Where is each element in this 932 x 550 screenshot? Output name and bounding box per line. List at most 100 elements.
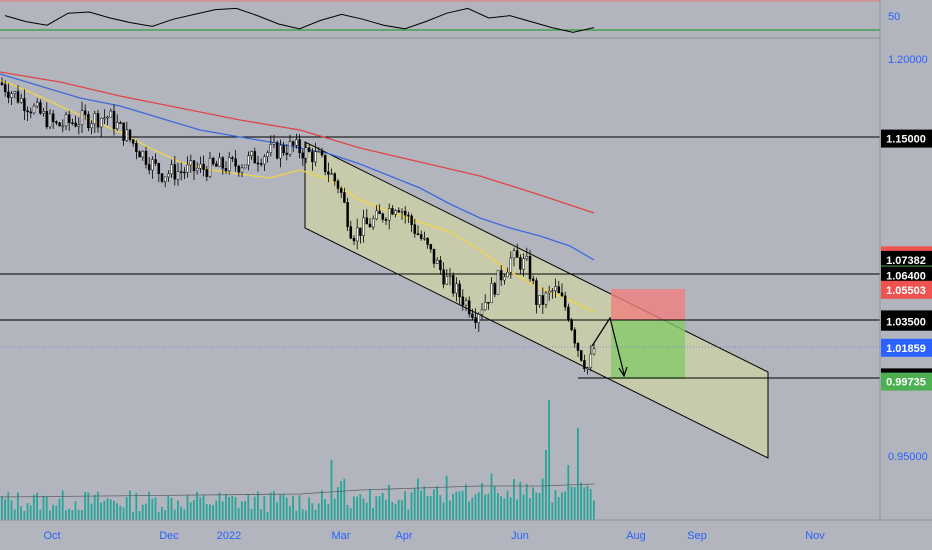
volume-bar — [509, 497, 512, 520]
candle-body — [179, 171, 183, 173]
candle-body — [151, 159, 154, 171]
volume-bar — [423, 486, 426, 520]
volume-bar — [1, 495, 3, 520]
volume-bar — [209, 504, 211, 520]
volume-bar — [554, 490, 557, 520]
volume-bar — [7, 492, 10, 520]
candle-body — [135, 143, 138, 152]
volume-bar — [573, 487, 576, 520]
volume-bar — [493, 485, 496, 520]
candle-body — [16, 91, 20, 103]
candle-body — [240, 167, 244, 173]
candle-body — [551, 290, 554, 293]
candle-body — [503, 276, 506, 281]
volume-bar — [301, 509, 304, 520]
candle-body — [362, 217, 365, 236]
volume-bar — [484, 494, 486, 520]
candle-body — [64, 114, 68, 127]
volume-bar — [538, 493, 541, 520]
volume-bar — [487, 493, 490, 520]
candle-body — [106, 116, 109, 119]
volume-bar — [247, 494, 250, 520]
candle-body — [186, 164, 189, 173]
projection-arrowhead — [618, 366, 628, 378]
candle-body — [333, 173, 337, 182]
candle-body — [435, 259, 439, 264]
candle-body — [3, 84, 7, 93]
volume-bar — [545, 450, 547, 520]
candle-body — [263, 156, 266, 165]
volume-bar — [378, 496, 381, 520]
candle-body — [579, 350, 583, 361]
candle-body — [400, 210, 404, 213]
volume-bar — [269, 492, 272, 520]
candle-body — [576, 342, 580, 351]
candle-body — [560, 292, 564, 297]
volume-bar — [314, 509, 317, 520]
price-badge: 1.01859 — [881, 338, 932, 357]
volume-bar — [68, 508, 70, 520]
candle-body — [563, 295, 567, 308]
candle-body — [224, 168, 228, 172]
candle-body — [439, 259, 442, 271]
volume-bar — [570, 486, 573, 520]
volume-bar — [42, 495, 45, 520]
candle-body — [125, 129, 129, 141]
volume-bar — [116, 503, 118, 520]
volume-bar — [193, 500, 195, 520]
price-badge-bg — [881, 280, 932, 299]
volume-bar — [221, 501, 224, 520]
candle-body — [506, 271, 509, 278]
candle-body — [346, 202, 349, 227]
volume-bar — [532, 487, 534, 520]
candle-body — [163, 176, 167, 182]
candle-body — [291, 141, 295, 146]
candle-body — [451, 275, 455, 294]
price-badge-label: 1.06400 — [886, 271, 926, 283]
candle-body — [192, 160, 196, 172]
volume-bar — [474, 494, 477, 520]
price-axis-tick-1-20: 1.20000 — [888, 54, 928, 66]
volume-bar — [244, 501, 246, 520]
candle-body — [544, 292, 548, 305]
candle-body — [384, 219, 388, 221]
volume-bar — [257, 491, 259, 520]
candle-body — [442, 269, 445, 285]
candle-body — [23, 98, 26, 112]
volume-bar — [119, 505, 122, 520]
candle-body — [423, 237, 426, 240]
candle-body — [221, 157, 225, 169]
volume-bar — [372, 507, 374, 520]
candle-body — [35, 102, 39, 107]
candle-body — [115, 122, 119, 130]
candle-body — [557, 286, 561, 294]
candle-body — [583, 360, 586, 370]
volume-bar — [279, 494, 282, 520]
price-badge-bg — [881, 266, 932, 285]
candle-body — [183, 171, 186, 174]
volume-bar — [10, 500, 13, 520]
candle-body — [243, 164, 247, 169]
candle-body — [336, 180, 340, 189]
sma-mid-line — [0, 73, 595, 261]
price-badge: 1.03500 — [881, 312, 932, 331]
volume-bar — [215, 500, 218, 520]
time-label-aug: Aug — [626, 530, 646, 542]
candle-body — [74, 122, 77, 127]
volume-bar — [141, 504, 144, 520]
candle-body — [477, 314, 481, 324]
candle-body — [58, 122, 61, 127]
candle-body — [109, 110, 113, 118]
price-badge-bg — [881, 312, 932, 331]
candle-body — [403, 210, 407, 216]
candle-body — [320, 150, 324, 156]
candle-body — [7, 91, 10, 98]
volume-bar — [442, 502, 445, 520]
price-axis-badges: 1.150001.076701.073821.064601.064001.055… — [881, 129, 932, 391]
candle-body — [295, 139, 298, 146]
volume-bar — [349, 508, 352, 520]
time-label-dec: Dec — [159, 530, 179, 542]
candle-body — [90, 123, 93, 129]
candle-body — [359, 227, 362, 236]
